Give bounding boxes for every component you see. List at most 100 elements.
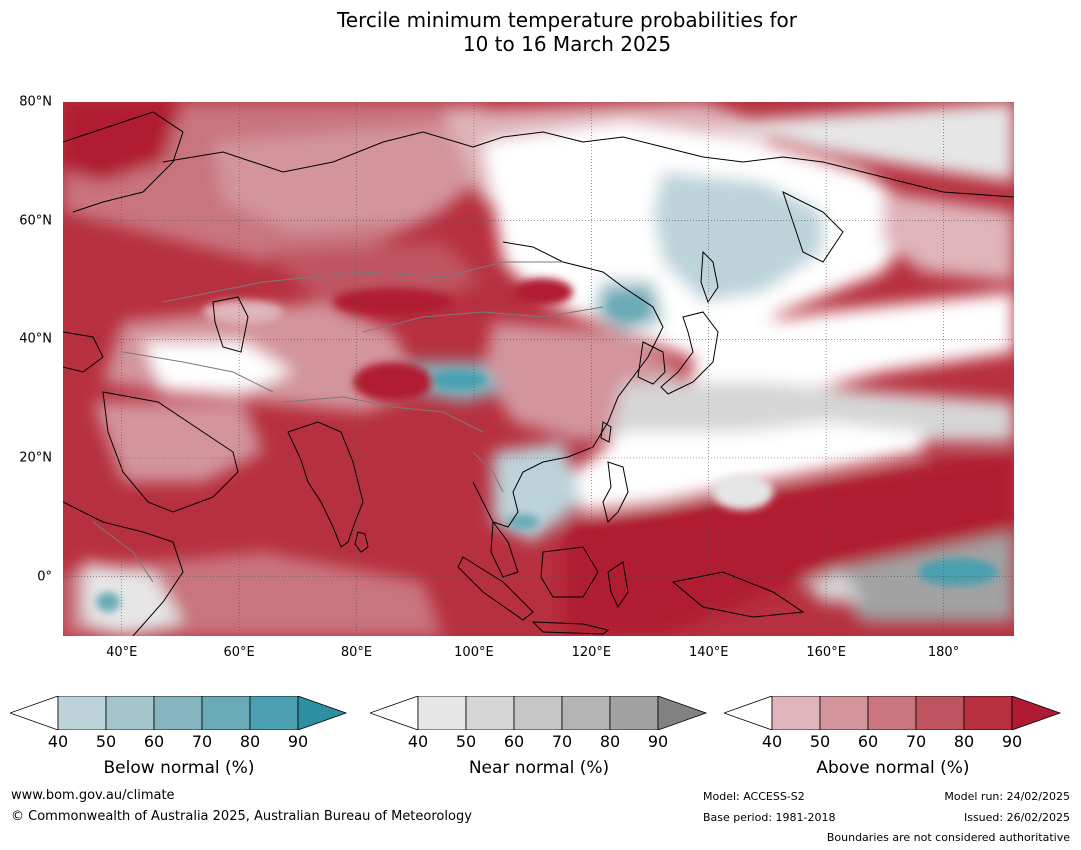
cbar-tick: 90 (287, 732, 309, 751)
cbar-tick: 70 (191, 732, 213, 751)
border-indochina (472, 451, 504, 493)
country-borders (92, 261, 604, 583)
field-west-pacific-dark-red (563, 452, 1014, 636)
model-run-text: Model run: 24/02/2025 (944, 790, 1070, 803)
latitude-label: 60°N (19, 213, 52, 229)
peak-central-asia-red (333, 288, 453, 316)
coast-east-africa (63, 501, 184, 636)
cbar-near-max-triangle (657, 695, 708, 731)
coast-black-caspian (212, 296, 249, 353)
field-african-coast-grey (83, 562, 183, 636)
cbar-below-swatch-5 (249, 695, 299, 731)
base-period-text: Base period: 1981-2018 (703, 811, 836, 824)
border-east-africa (92, 521, 154, 583)
peak-indochina-blue (507, 514, 539, 530)
coast-new-guinea (671, 571, 805, 618)
colorbar-above-ticks: 40 50 60 70 80 90 (724, 732, 1062, 752)
field-north-pacific-pink (883, 192, 1014, 282)
field-siberia-blue (653, 172, 823, 302)
coast-arctic (162, 131, 1014, 198)
longitude-label: 40°E (106, 645, 138, 660)
cbar-near-min-triangle (368, 695, 419, 731)
title-line-1: Tercile minimum temperature probabilitie… (336, 8, 798, 32)
latitude-label: 80°N (19, 94, 52, 110)
cbar-near-swatch-3 (513, 695, 563, 731)
cbar-tick: 50 (455, 732, 477, 751)
colorbar-near-ticks: 40 50 60 70 80 90 (370, 732, 708, 752)
model-text: Model: ACCESS-S2 (703, 790, 805, 803)
website-link[interactable]: www.bom.gov.au/climate (11, 788, 175, 803)
cbar-below-swatch-3 (153, 695, 203, 731)
cbar-tick: 70 (905, 732, 927, 751)
peak-tibet-red (353, 362, 433, 402)
colorbar-near-label: Near normal (%) (468, 758, 610, 778)
longitude-label: 100°E (454, 645, 494, 660)
cbar-tick: 80 (953, 732, 975, 751)
longitude-label: 120°E (571, 645, 612, 660)
colorbar-below-normal-bar (8, 695, 348, 731)
boundaries-note: Boundaries are not considered authoritat… (826, 831, 1070, 844)
peak-caspian-pink (203, 300, 283, 324)
field-central-asia-white (143, 342, 293, 392)
coast-east-asia (472, 241, 664, 528)
coast-taiwan (600, 421, 612, 443)
cbar-tick: 90 (1001, 732, 1023, 751)
border-middle-east (122, 351, 274, 393)
field-pacific-white-band (683, 292, 1014, 402)
cbar-tick: 40 (407, 732, 429, 751)
colorbar-below-label: Below normal (%) (103, 758, 255, 778)
gridlines (63, 102, 1014, 636)
cbar-above-swatch-4 (915, 695, 965, 731)
colorbar-above-normal (722, 695, 1062, 731)
border-china-mongolia (362, 306, 604, 333)
colorbar-near-normal (368, 695, 708, 731)
cbar-above-swatch-5 (963, 695, 1013, 731)
colorbar-above-normal-bar (722, 695, 1062, 731)
coast-sakhalin (700, 250, 719, 304)
cbar-below-swatch-1 (57, 695, 107, 731)
cbar-below-max-triangle (297, 695, 348, 731)
field-north-russia-pink (213, 122, 483, 232)
colorbar-near-normal-bar (368, 695, 708, 731)
cbar-near-swatch-1 (417, 695, 467, 731)
cbar-near-swatch-2 (465, 695, 515, 731)
cbar-above-swatch-1 (771, 695, 821, 731)
probability-peaks (96, 278, 998, 612)
cbar-near-swatch-5 (609, 695, 659, 731)
coast-malay-peninsula (490, 520, 519, 578)
cbar-tick: 70 (551, 732, 573, 751)
cbar-tick: 60 (503, 732, 525, 751)
cbar-tick: 90 (647, 732, 669, 751)
probability-map (63, 102, 1014, 636)
coast-kamchatka (782, 191, 844, 263)
field-south-pacific-grey-band (823, 532, 1014, 622)
coast-arabia (102, 391, 239, 513)
peak-tibet-blue (430, 370, 486, 390)
coastlines (63, 111, 1014, 636)
coast-sri-lanka (354, 531, 369, 553)
coast-borneo (540, 546, 599, 598)
cbar-tick: 60 (143, 732, 165, 751)
longitude-label: 140°E (688, 645, 729, 660)
coast-mediterranean (63, 331, 104, 373)
peak-east-africa-blue (96, 592, 120, 612)
field-russia-dark-red (263, 242, 483, 302)
coast-korea (637, 341, 666, 385)
peak-mongolia-red (513, 278, 573, 306)
copyright-text: © Commonwealth of Australia 2025, Austra… (11, 809, 472, 824)
coast-java (531, 621, 610, 635)
probability-fields (63, 102, 1014, 636)
field-tropical-pacific-white (563, 422, 923, 512)
longitude-label: 160°E (806, 645, 846, 660)
cbar-tick: 50 (809, 732, 831, 751)
cbar-tick: 50 (95, 732, 117, 751)
border-russia-central-asia (162, 261, 563, 303)
cbar-tick: 40 (47, 732, 69, 751)
issued-text: Issued: 26/02/2025 (963, 811, 1070, 824)
cbar-tick: 60 (857, 732, 879, 751)
border-himalaya (282, 396, 484, 433)
coast-sulawesi (607, 561, 629, 609)
cbar-below-swatch-2 (105, 695, 155, 731)
cbar-below-swatch-4 (201, 695, 251, 731)
coast-scandinavia (63, 111, 184, 213)
